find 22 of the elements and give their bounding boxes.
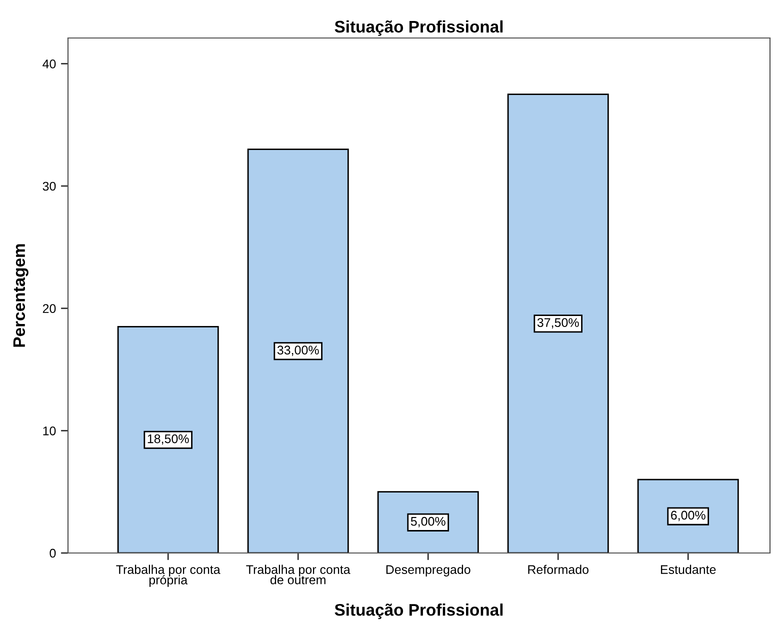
chart-title: Situação Profissional — [334, 20, 503, 36]
data-label: 33,00% — [277, 346, 319, 356]
y-tick-label: 0 — [50, 548, 56, 558]
y-tick-label: 40 — [42, 59, 56, 68]
x-tick-label: Desempregado — [386, 564, 470, 576]
bar — [117, 326, 219, 553]
data-label: 5,00% — [410, 516, 446, 528]
y-tick-label: 30 — [42, 182, 56, 191]
x-tick-label: Reformado — [528, 564, 588, 574]
y-axis-title: Percentagem — [13, 244, 28, 347]
x-tick-label: Trabalha por conta de outrem — [246, 564, 350, 584]
x-tick-label: Trabalha por conta própria — [116, 564, 220, 587]
bar — [507, 94, 609, 553]
y-tick-label: 10 — [43, 426, 56, 436]
bar — [637, 478, 739, 553]
x-tick-label: Estudante — [660, 564, 716, 574]
bar — [247, 148, 349, 553]
y-tick-label: 20 — [42, 304, 56, 313]
data-label: 6,00% — [671, 510, 706, 522]
x-axis-title: Situação Profissional — [334, 604, 503, 620]
data-label: 37,50% — [537, 318, 579, 328]
data-label: 18,50% — [148, 434, 189, 445]
